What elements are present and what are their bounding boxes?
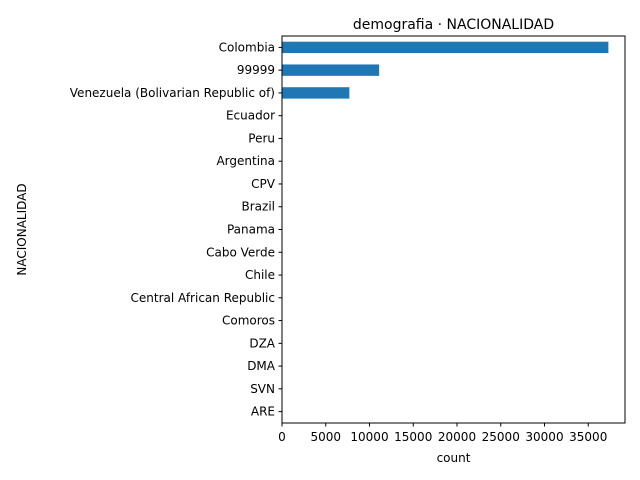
- y-axis-label: NACIONALIDAD: [15, 183, 29, 275]
- x-tick-label: 5000: [310, 430, 341, 444]
- y-tick-label: Central African Republic: [131, 291, 275, 305]
- x-axis-label: count: [437, 451, 471, 465]
- chart-title: demografia · NACIONALIDAD: [353, 17, 554, 33]
- x-tick-label: 30000: [525, 430, 563, 444]
- x-tick-label: 25000: [482, 430, 520, 444]
- bars-group: [282, 41, 609, 418]
- x-tick-label: 15000: [394, 430, 432, 444]
- bar: [282, 41, 609, 54]
- x-tick-label: 20000: [438, 430, 476, 444]
- y-tick-label: 99999: [237, 63, 275, 77]
- y-tick-label: Comoros: [222, 314, 275, 328]
- y-tick-label: Peru: [248, 131, 275, 145]
- y-tick-label: CPV: [251, 177, 276, 191]
- x-axis-ticks: 0 5000 10000 15000 20000 25000 30000 35000: [278, 423, 607, 444]
- y-tick-label: Colombia: [219, 40, 275, 54]
- x-tick-label: 10000: [350, 430, 388, 444]
- y-tick-label: Argentina: [216, 154, 275, 168]
- bar: [282, 64, 380, 76]
- y-tick-label: ARE: [251, 405, 275, 419]
- y-tick-label: Chile: [245, 268, 275, 282]
- y-tick-label: DZA: [249, 336, 275, 350]
- y-tick-label: DMA: [247, 359, 276, 373]
- y-tick-label: Venezuela (Bolivarian Republic of): [70, 86, 275, 100]
- y-tick-label: Ecuador: [226, 109, 275, 123]
- y-tick-label: Cabo Verde: [206, 245, 275, 259]
- x-tick-label: 0: [278, 430, 286, 444]
- y-tick-label: SVN: [250, 382, 275, 396]
- plot-frame: [281, 35, 626, 424]
- y-tick-label: Panama: [227, 223, 275, 237]
- y-tick-label: Brazil: [242, 200, 276, 214]
- y-axis-ticks: Colombia 99999 Venezuela (Bolivarian Repub…: [70, 40, 282, 419]
- x-tick-label: 35000: [569, 430, 607, 444]
- bar: [282, 87, 350, 99]
